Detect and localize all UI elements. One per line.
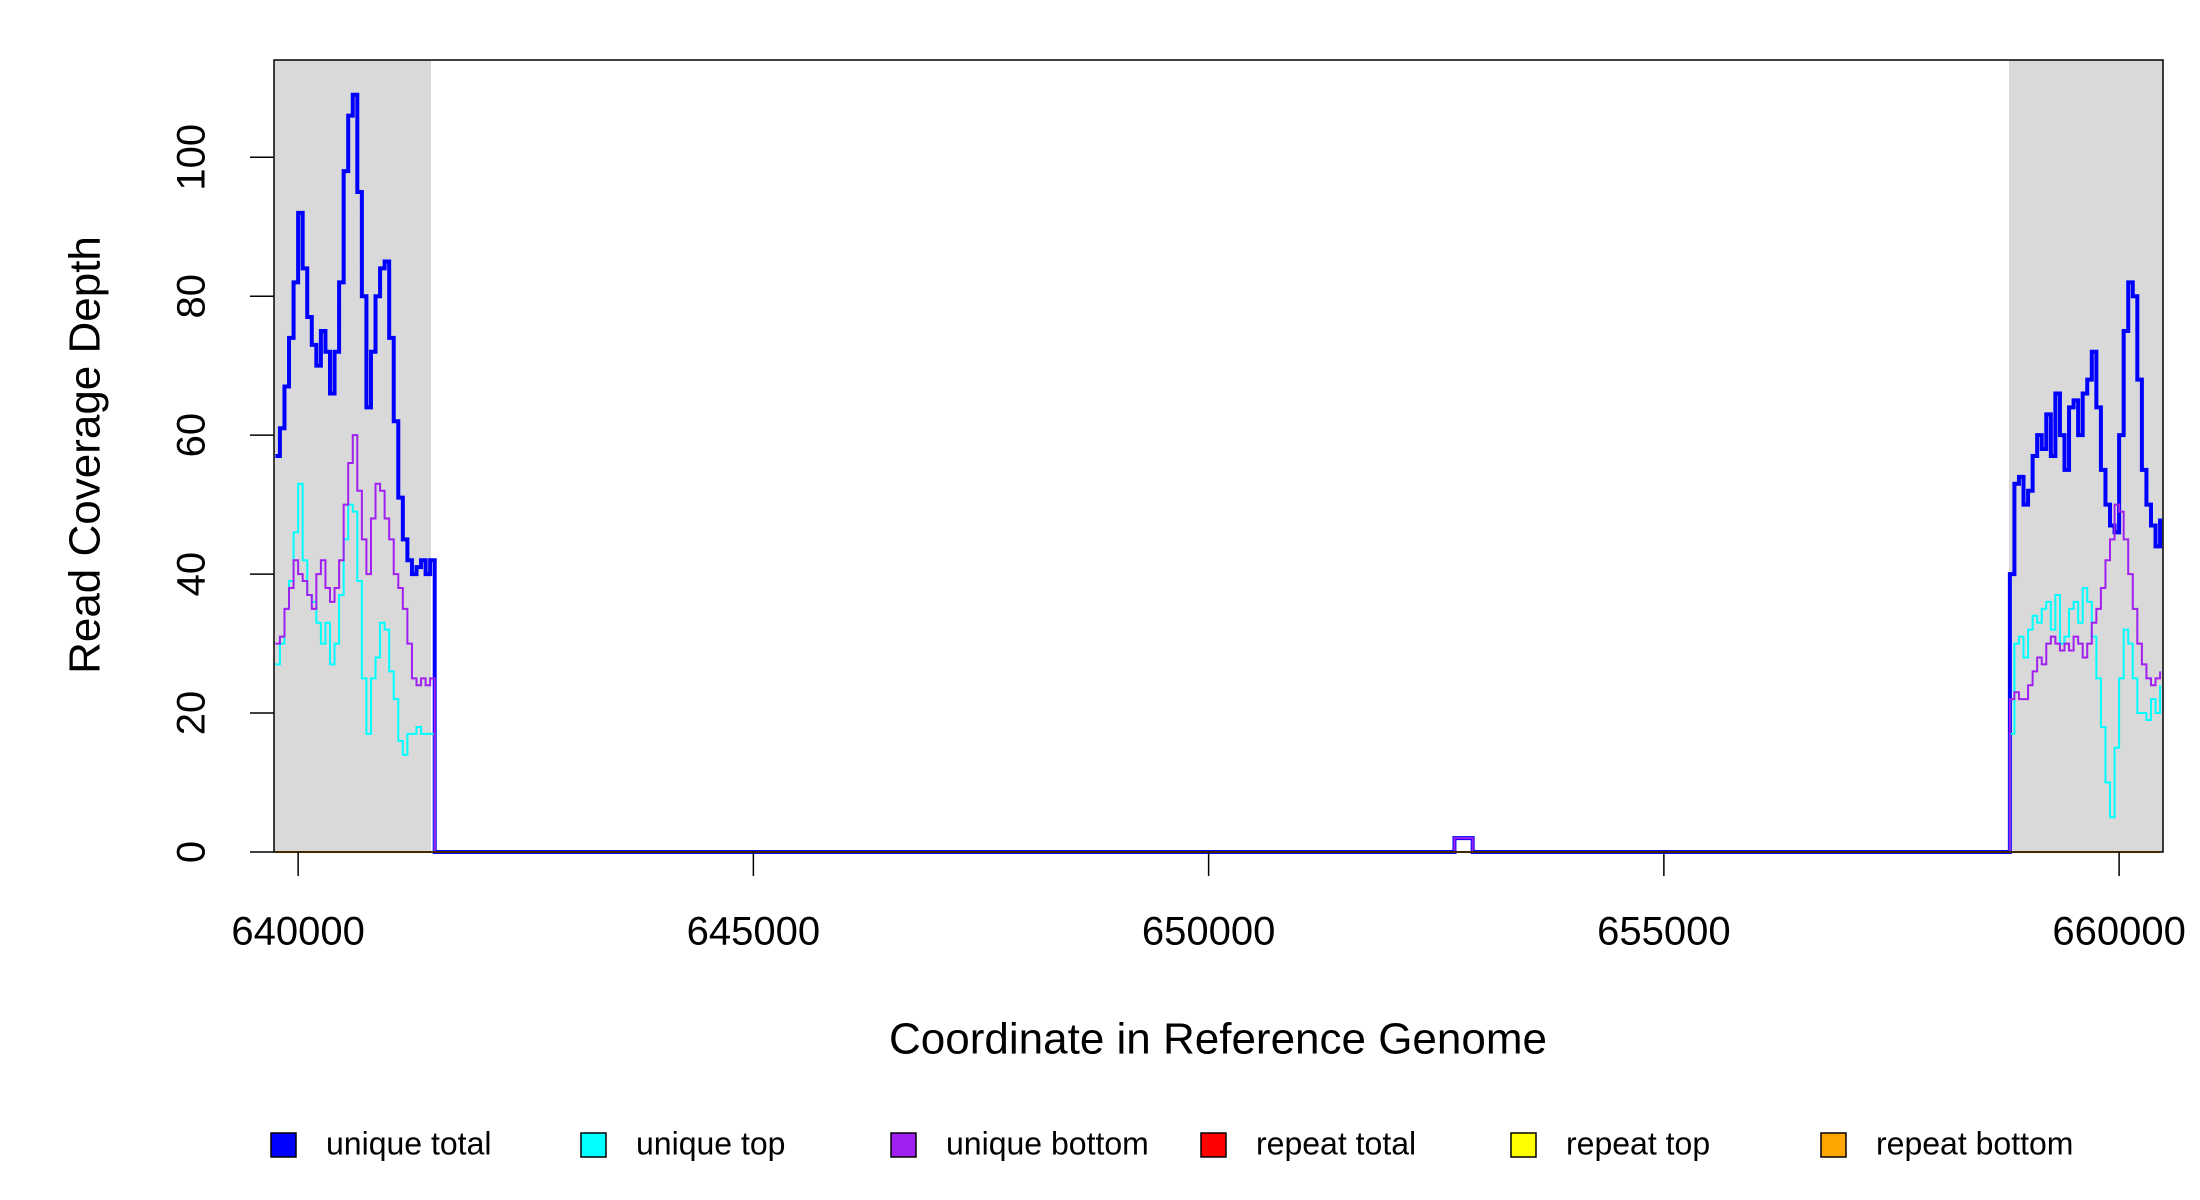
x-tick-label: 650000 — [1142, 910, 1275, 954]
x-tick-label: 660000 — [2052, 910, 2185, 954]
legend-swatch — [1820, 1132, 1847, 1158]
x-tick-label: 645000 — [687, 910, 820, 954]
legend-swatch — [1510, 1132, 1537, 1158]
y-tick-label: 40 — [170, 552, 214, 597]
series-lines — [275, 92, 2163, 854]
shaded-regions — [274, 60, 2163, 852]
legend-label: repeat bottom — [1876, 1125, 2073, 1161]
series-line — [275, 92, 2163, 854]
legend-label: unique top — [636, 1125, 785, 1161]
legend-label: repeat total — [1256, 1125, 1416, 1161]
y-tick-label: 60 — [170, 413, 214, 458]
y-axis-title: Read Coverage Depth — [61, 236, 110, 674]
legend-swatch — [580, 1132, 607, 1158]
x-tick-label: 655000 — [1597, 910, 1730, 954]
plot-frame — [273, 59, 2164, 853]
x-tick-label: 640000 — [231, 910, 364, 954]
legend: unique total unique top unique bottom repea… — [270, 1125, 2073, 1161]
axes: 0 20 40 60 80 100 640000 645000 650000 655000 6600… — [170, 124, 2186, 954]
series-line — [275, 434, 2162, 853]
legend-swatch — [890, 1132, 917, 1158]
legend-label: unique bottom — [946, 1125, 1149, 1161]
legend-swatch — [1200, 1132, 1227, 1158]
y-tick-label: 100 — [170, 124, 214, 191]
y-tick-label: 20 — [170, 691, 214, 736]
legend-label: unique total — [326, 1125, 491, 1161]
x-axis-title: Coordinate in Reference Genome — [889, 1015, 1547, 1064]
series-line — [275, 482, 2162, 853]
legend-swatch — [270, 1132, 297, 1158]
legend-label: repeat top — [1566, 1125, 1710, 1161]
y-tick-label: 80 — [170, 274, 214, 319]
y-tick-label: 0 — [170, 841, 214, 863]
